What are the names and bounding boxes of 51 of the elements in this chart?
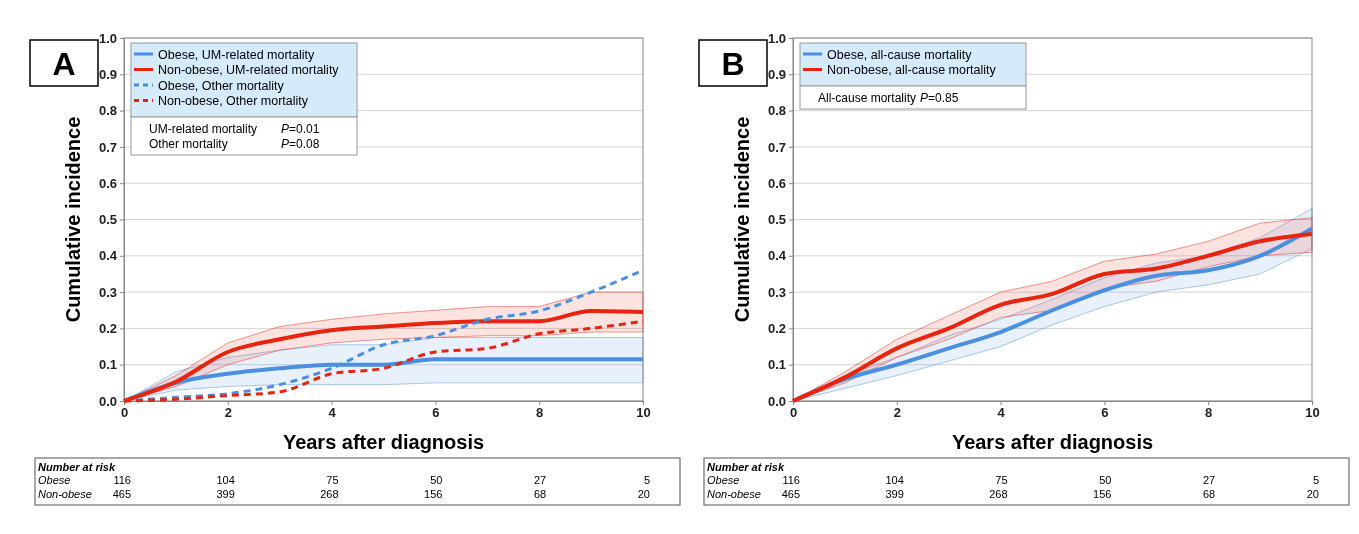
risk-table: Number at risk Obese 116 104 75 50 27 5 Non-obese 465 399 268 156 68 20 [34, 457, 681, 506]
x-tick-label: 6 [432, 405, 440, 421]
y-tick-label: 0.0 [767, 393, 786, 409]
x-tick-label: 4 [997, 405, 1006, 421]
risk-table: Number at risk Obese 116 104 75 50 27 5 Non-obese 465 399 268 156 68 20 [703, 457, 1350, 506]
y-tick-label: 0.5 [767, 212, 786, 228]
x-tick-label: 6 [1101, 405, 1109, 421]
y-axis-title: Cumulative incidence [731, 116, 753, 323]
y-tick-label: 0.8 [98, 103, 117, 119]
x-tick-label: 2 [224, 405, 232, 421]
y-tick-label: 0.6 [98, 175, 117, 191]
annotation: All-cause mortality P=0.85 [818, 91, 959, 105]
legend-label: Obese, UM-related mortality [158, 47, 316, 62]
x-tick-label: 0 [789, 405, 798, 421]
x-tick-label: 4 [328, 405, 337, 421]
x-tick-label: 8 [536, 405, 544, 421]
y-tick-label: 0.7 [767, 139, 786, 155]
y-tick-label: 0.5 [98, 212, 117, 228]
y-tick-label: 0.0 [98, 393, 117, 409]
panel-label: B [698, 39, 768, 87]
y-tick-label: 0.6 [767, 175, 786, 191]
y-tick-label: 0.3 [98, 284, 117, 300]
y-tick-label: 0.4 [98, 248, 118, 264]
x-axis-title: Years after diagnosis [282, 431, 485, 453]
y-tick-label: 0.3 [767, 284, 786, 300]
legend-label: Non-obese, Other mortality [158, 94, 309, 108]
y-tick-label: 0.8 [767, 103, 786, 119]
y-tick-label: 0.1 [767, 357, 786, 373]
legend-label: Obese, all-cause mortality [827, 47, 973, 62]
p-value-box: UM-related mortality P=0.01 Other mortality P=0.08 [130, 116, 358, 156]
y-tick-label: 1.0 [767, 30, 786, 46]
y-axis-title: Cumulative incidence [62, 116, 84, 323]
y-tick-label: 1.0 [98, 30, 117, 46]
x-tick-label: 0 [120, 405, 129, 421]
legend-label: Obese, Other mortality [158, 78, 285, 93]
y-tick-label: 0.7 [98, 139, 117, 155]
y-tick-label: 0.1 [98, 357, 117, 373]
y-tick-label: 0.9 [98, 66, 117, 82]
legend-label: Non-obese, UM-related mortality [158, 63, 340, 77]
y-tick-label: 0.9 [767, 66, 786, 82]
y-tick-label: 0.2 [767, 321, 786, 337]
y-tick-label: 0.2 [98, 321, 117, 337]
x-tick-label: 8 [1205, 405, 1213, 421]
x-axis-title: Years after diagnosis [951, 431, 1154, 453]
x-tick-label: 2 [893, 405, 901, 421]
p-value-box: All-cause mortality P=0.85 [799, 85, 1027, 110]
legend-label: Non-obese, all-cause mortality [827, 63, 997, 77]
y-tick-label: 0.4 [767, 248, 787, 264]
x-tick-label: 10 [1305, 405, 1320, 421]
panel-label: A [29, 39, 99, 87]
x-tick-label: 10 [636, 405, 651, 421]
